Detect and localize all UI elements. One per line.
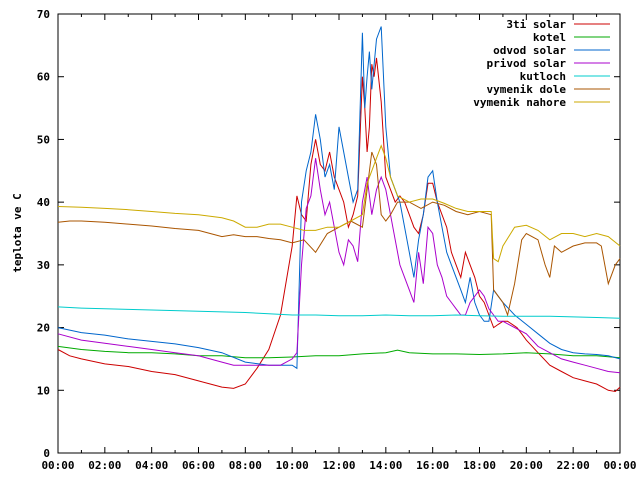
- x-axis-ticks: 00:00 02:00 04:00 06:00 08:00 10:00 12:00 14:00…: [41, 14, 637, 472]
- legend-label: vymenik nahore: [473, 96, 566, 109]
- x-tick-label: 12:00: [322, 459, 355, 472]
- series-line-kotel: [57, 345, 621, 359]
- series-line-3ti-solar: [57, 57, 621, 393]
- x-tick-label: 20:00: [510, 459, 543, 472]
- y-tick-label: 10: [37, 384, 50, 397]
- x-tick-label: 06:00: [182, 459, 215, 472]
- y-tick-label: 60: [37, 71, 50, 84]
- legend-label: kutloch: [520, 70, 566, 83]
- series-line-kutloch: [57, 306, 621, 319]
- y-tick-label: 70: [37, 8, 50, 21]
- x-tick-label: 00:00: [603, 459, 636, 472]
- y-tick-label: 30: [37, 259, 50, 272]
- series-lines: [57, 26, 621, 393]
- x-tick-label: 08:00: [229, 459, 262, 472]
- series-line-vymenik-nahore: [57, 144, 621, 263]
- y-tick-label: 40: [37, 196, 50, 209]
- y-axis-title: teplota ve C: [11, 193, 24, 272]
- legend-label: privod solar: [487, 57, 567, 70]
- x-tick-label: 10:00: [276, 459, 309, 472]
- legend-label: vymenik dole: [487, 83, 567, 96]
- legend-label: 3ti solar: [506, 18, 566, 31]
- legend-label: kotel: [533, 31, 566, 44]
- y-tick-label: 50: [37, 133, 50, 146]
- legend-label: odvod solar: [493, 44, 566, 57]
- x-tick-label: 14:00: [369, 459, 402, 472]
- x-tick-label: 22:00: [557, 459, 590, 472]
- series-line-vymenik-dole: [57, 151, 621, 317]
- y-tick-label: 0: [43, 447, 50, 460]
- x-tick-label: 18:00: [463, 459, 496, 472]
- x-tick-label: 00:00: [41, 459, 74, 472]
- x-tick-label: 04:00: [135, 459, 168, 472]
- y-axis-ticks: 0 10 20 30 40 50 60 70: [37, 8, 620, 460]
- y-tick-label: 20: [37, 322, 50, 335]
- x-tick-label: 16:00: [416, 459, 449, 472]
- x-tick-label: 02:00: [88, 459, 121, 472]
